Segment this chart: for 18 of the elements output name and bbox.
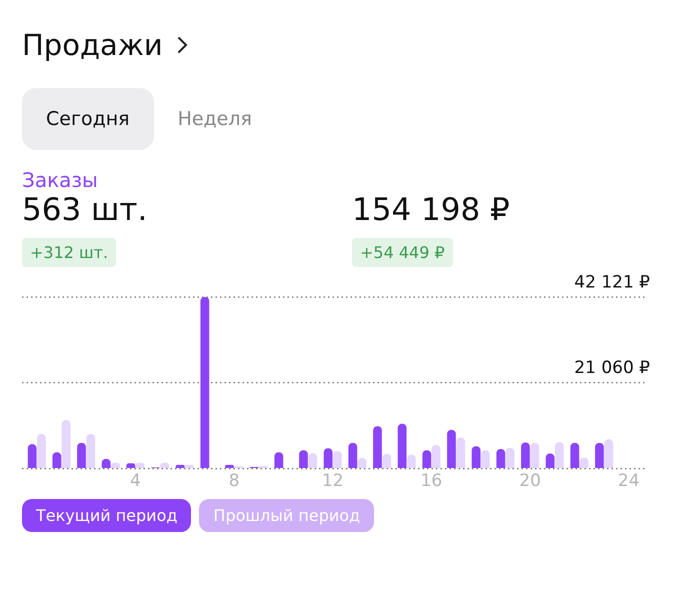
text: Прошлый период (199, 499, 374, 532)
text: 563 шт. (22, 192, 148, 228)
text: 154 198 ₽ (352, 192, 510, 228)
x-tick-label: 16 (420, 471, 442, 492)
y-tick-label: 42 121 ₽ (574, 272, 650, 292)
x-tick-label: 20 (519, 471, 541, 492)
x-tick-label: 4 (130, 471, 141, 492)
text: +312 шт. (22, 238, 116, 267)
text: Сегодня (22, 88, 154, 150)
text: Неделя (176, 107, 253, 132)
chart-subtitle: Заказы (22, 168, 99, 192)
x-tick-label: 12 (322, 471, 344, 492)
x-tick-label: 8 (228, 471, 240, 492)
chart-title: Продажи (22, 28, 163, 62)
text: Текущий период (22, 499, 192, 532)
y-tick-label: 21 060 ₽ (574, 358, 650, 378)
text: +54 449 ₽ (352, 238, 453, 267)
x-tick-label: 24 (618, 471, 640, 492)
